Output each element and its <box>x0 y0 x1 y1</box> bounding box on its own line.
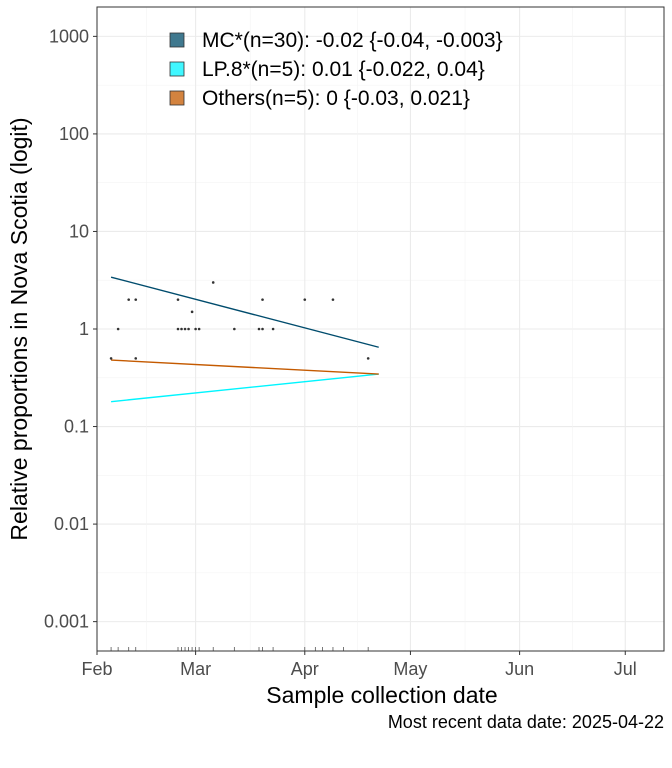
data-point <box>176 298 180 301</box>
fit-lines <box>110 276 379 403</box>
data-point <box>257 327 261 331</box>
legend-label: MC*(n=30): -0.02 {-0.04, -0.003} <box>202 29 503 52</box>
x-axis-title: Sample collection date <box>266 682 497 708</box>
y-tick-label: 100 <box>59 124 89 144</box>
rug <box>110 647 369 651</box>
x-tick-label: Feb <box>81 659 112 679</box>
data-point <box>261 327 264 331</box>
legend-key <box>169 61 185 77</box>
data-points <box>109 281 370 360</box>
y-tick-label: 1000 <box>49 26 89 46</box>
data-point <box>116 327 120 331</box>
data-point <box>261 298 264 301</box>
data-point <box>194 327 197 331</box>
data-point <box>127 298 130 301</box>
y-axis-title: Relative proportions in Nova Scotia (log… <box>6 117 32 540</box>
data-point <box>366 357 370 360</box>
data-point <box>211 281 215 284</box>
fit-line <box>110 276 379 348</box>
x-tick-label: Apr <box>291 659 319 679</box>
x-tick-label: Jul <box>614 659 637 679</box>
data-point <box>271 327 275 331</box>
y-axis: 0.001 0.01 0.1 1 10 100 1000 <box>44 26 97 632</box>
fit-line <box>111 373 379 403</box>
fit-line <box>111 359 379 375</box>
data-point <box>183 327 187 331</box>
x-axis: Feb Mar Apr May Jun Jul <box>81 651 637 679</box>
data-point <box>134 298 138 301</box>
x-tick-label: May <box>393 659 427 679</box>
y-tick-label: 10 <box>69 221 89 241</box>
data-point <box>109 357 113 360</box>
y-tick-label: 1 <box>79 319 89 339</box>
y-tick-label: 0.001 <box>44 612 89 632</box>
data-point <box>187 327 190 331</box>
data-point <box>180 327 183 331</box>
y-tick-label: 0.1 <box>64 417 89 437</box>
x-tick-label: Mar <box>180 659 211 679</box>
legend: MC*(n=30): -0.02 {-0.04, -0.003} LP.8*(n=… <box>169 29 503 110</box>
data-point <box>134 357 138 360</box>
legend-label: LP.8*(n=5): 0.01 {-0.022, 0.04} <box>202 58 485 81</box>
legend-key <box>169 32 185 48</box>
x-tick-label: Jun <box>505 659 534 679</box>
legend-key <box>169 90 185 106</box>
y-tick-label: 0.01 <box>54 514 89 534</box>
chart-caption: Most recent data date: 2025-04-22 <box>388 712 664 732</box>
data-point <box>331 298 335 301</box>
data-point <box>197 327 201 331</box>
data-point <box>190 310 194 314</box>
legend-label: Others(n=5): 0 {-0.03, 0.021} <box>202 87 470 110</box>
data-point <box>303 298 307 301</box>
data-point <box>233 327 236 331</box>
data-point <box>176 327 180 331</box>
